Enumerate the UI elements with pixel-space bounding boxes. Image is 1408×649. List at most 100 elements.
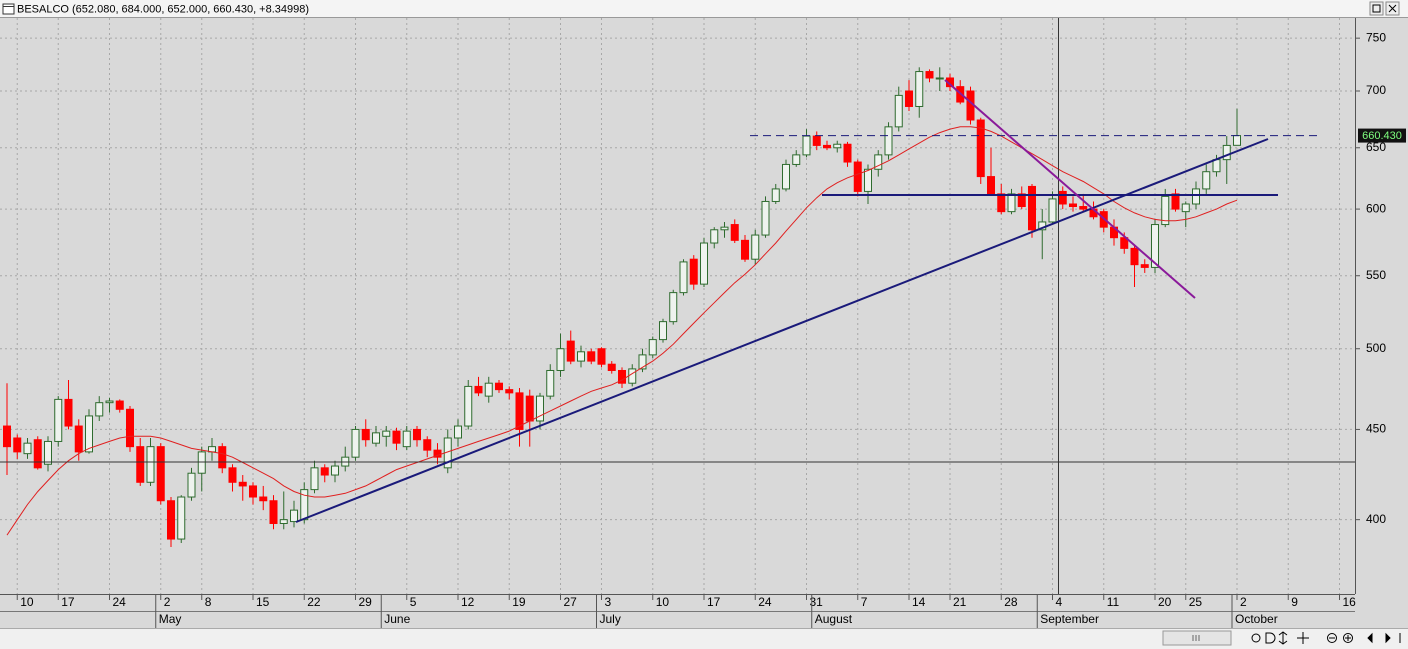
- candle-body-down: [136, 446, 145, 483]
- candle-body-down: [228, 467, 237, 483]
- candle-body-down: [33, 439, 42, 469]
- candle-body-down: [597, 348, 606, 365]
- candle-body-up: [105, 400, 114, 404]
- candle-body-up: [894, 94, 903, 128]
- candle-body-down: [269, 500, 278, 524]
- trendline-resistance: [944, 79, 1196, 299]
- candle-body-up: [279, 519, 288, 524]
- candle-body-up: [464, 385, 473, 427]
- x-tick-label: 17: [61, 595, 75, 609]
- x-tick-label: 7: [861, 595, 868, 609]
- x-tick-label: 19: [512, 595, 526, 609]
- candle-body-up: [864, 168, 872, 192]
- candle-body-up: [290, 509, 298, 523]
- candle-body-up: [659, 321, 667, 341]
- x-tick-label: 10: [656, 595, 670, 609]
- candle-body-up: [197, 451, 206, 474]
- toolbar-buttons: [1251, 631, 1401, 645]
- candle-body-down: [525, 395, 534, 422]
- candle-body-up: [720, 226, 729, 231]
- restore-button[interactable]: [1369, 1, 1384, 16]
- x-tick-label: 4: [1056, 595, 1063, 609]
- move-button[interactable]: [1297, 632, 1309, 644]
- candle-body-down: [618, 369, 626, 384]
- sync-button[interactable]: [1251, 633, 1261, 643]
- candle-body-down: [741, 239, 749, 260]
- candle-body-up: [792, 154, 801, 165]
- scroll-left-button[interactable]: [1367, 632, 1373, 644]
- candle-body-up: [1007, 193, 1016, 213]
- x-tick-label: 20: [1158, 595, 1172, 609]
- close-icon: [1388, 4, 1397, 13]
- candle-body-down: [495, 382, 503, 391]
- candle-body-down: [13, 437, 22, 453]
- candle-body-up: [372, 432, 380, 444]
- candle-body-down: [587, 351, 596, 362]
- candle-body-down: [433, 449, 442, 458]
- marks: [3, 67, 1320, 547]
- candle-body-down: [607, 363, 616, 371]
- candle-body-down: [474, 385, 483, 394]
- last-price-box: [1358, 128, 1406, 143]
- candle-body-up: [1202, 171, 1211, 190]
- month-label: July: [600, 612, 621, 626]
- candle-body-up: [1048, 198, 1057, 223]
- vzoom-button[interactable]: [1278, 631, 1288, 645]
- grid: [0, 18, 1355, 594]
- x-tick-label: 8: [205, 595, 212, 609]
- candle-body-down: [392, 430, 401, 444]
- candle-body-down: [115, 400, 124, 410]
- candle-body-down: [515, 392, 524, 430]
- candle-body-up: [44, 440, 52, 465]
- candle-body-up: [1151, 224, 1159, 268]
- candle-body-down: [259, 496, 268, 502]
- drawings: [0, 18, 1355, 594]
- scroll-right-button[interactable]: [1385, 632, 1391, 644]
- chart-title: BESALCO (652.080, 684.000, 652.000, 660.…: [17, 3, 309, 15]
- candle-body-up: [710, 229, 719, 244]
- candle-body-up: [874, 154, 883, 170]
- candle-body-up: [187, 472, 196, 498]
- candle-body-down: [997, 193, 1006, 213]
- scrollbar-grip: [1192, 635, 1200, 641]
- candle-body-down: [730, 224, 739, 241]
- zoom-out-button[interactable]: [1327, 633, 1337, 643]
- x-tick-label: 22: [307, 595, 321, 609]
- candle-body-down: [3, 425, 11, 448]
- candle-body-down: [1079, 206, 1088, 210]
- candle-body-up: [915, 71, 924, 107]
- x-tick-label: 21: [953, 595, 967, 609]
- candle-body-up: [23, 442, 32, 455]
- candle-body-up: [577, 351, 585, 362]
- month-label: August: [815, 612, 853, 626]
- candle-body-down: [925, 71, 934, 79]
- candle-body-down: [566, 340, 575, 362]
- candle-body-up: [771, 188, 780, 202]
- candle-body-up: [679, 261, 688, 294]
- zoom-in-icon: [1345, 635, 1351, 641]
- candle-body-up: [1222, 144, 1231, 161]
- x-tick-label: 28: [1004, 595, 1018, 609]
- candle-body-down: [976, 119, 985, 178]
- candle-body-up: [85, 415, 93, 453]
- x-tick-label: 14: [912, 595, 926, 609]
- zoom-in-button[interactable]: [1343, 633, 1353, 643]
- candle-body-up: [700, 242, 708, 285]
- candle-body-up: [833, 143, 842, 149]
- candle-body-up: [751, 234, 760, 260]
- date-button[interactable]: [1265, 632, 1276, 644]
- x-tick-label: 15: [256, 595, 270, 609]
- x-tick-label: 10: [20, 595, 34, 609]
- candle-body-down: [1017, 193, 1026, 208]
- plot-area: [0, 18, 1355, 594]
- month-label: October: [1235, 612, 1278, 626]
- toolbar: [0, 628, 1408, 649]
- scrollbar-thumb[interactable]: [1162, 630, 1232, 646]
- y-tick-label: 400: [1366, 512, 1386, 526]
- candle-body-up: [1233, 135, 1241, 146]
- candle-body-down: [853, 161, 862, 192]
- x-tick-label: 9: [1291, 595, 1298, 609]
- candle-body-down: [823, 144, 831, 149]
- x-tick-label: 11: [1107, 595, 1120, 609]
